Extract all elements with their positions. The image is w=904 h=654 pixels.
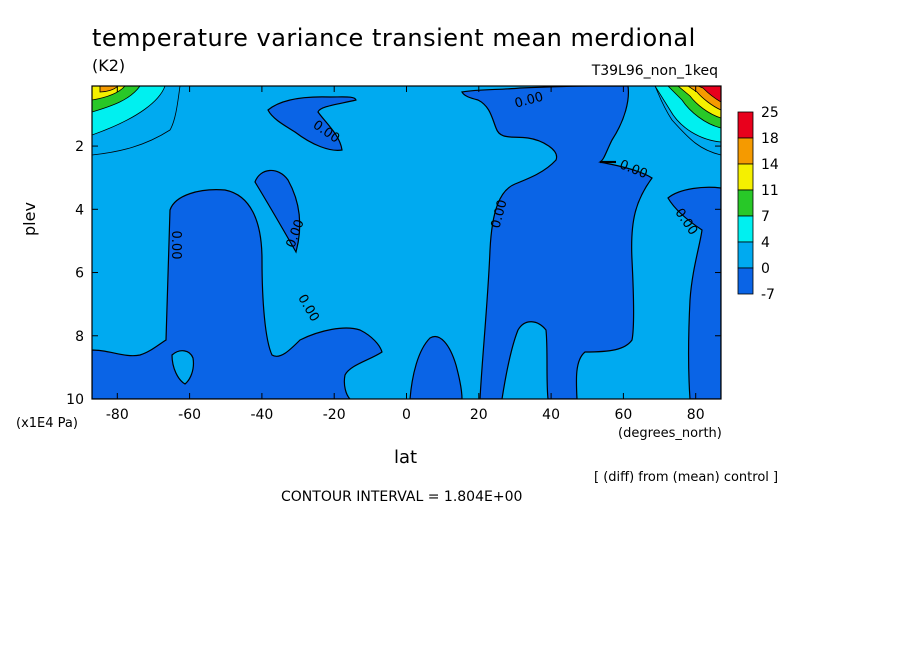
x-tick-label: 40 — [542, 407, 560, 423]
run-name: T39L96_non_1keq — [591, 63, 718, 79]
colorbar: 25 18 14 11 7 4 0 -7 — [737, 105, 779, 303]
x-tick-label: 80 — [687, 407, 705, 423]
x-axis-label: lat — [394, 447, 418, 468]
colorbar-label: -7 — [761, 287, 775, 303]
field-neg-right-edge — [667, 186, 721, 399]
field-neg-right-main — [461, 86, 653, 399]
colorbar-label: 14 — [761, 157, 779, 173]
colorbar-swatch — [737, 163, 754, 191]
y-axis: 2 4 6 8 10 — [66, 139, 721, 408]
diff-note: [ (diff) from (mean) control ] — [594, 470, 779, 485]
contour-label: 0.00 — [489, 198, 511, 230]
colorbar-swatch — [737, 189, 754, 217]
y-tick-label: 4 — [75, 202, 84, 218]
y-tick-label: 10 — [66, 392, 84, 408]
contour-line-right-0 — [654, 86, 721, 156]
colorbar-swatch — [737, 137, 754, 165]
contour-label: 0.00 — [513, 90, 545, 112]
chart-title: temperature variance transient mean merd… — [92, 24, 696, 52]
y-tick-label: 2 — [75, 139, 84, 155]
y-axis-units: (x1E4 Pa) — [16, 416, 78, 431]
colorbar-swatch — [737, 111, 754, 139]
contour-interval: CONTOUR INTERVAL = 1.804E+00 — [281, 489, 523, 505]
contour-line-left-0 — [92, 86, 181, 156]
field-neg-small-island — [171, 350, 195, 385]
field-neg-top-mid — [267, 96, 357, 151]
colorbar-label: 25 — [761, 105, 779, 121]
field-neg-left-bottom — [92, 189, 383, 399]
colorbar-label: 18 — [761, 131, 779, 147]
colorbar-label: 4 — [761, 235, 770, 251]
x-tick-label: 0 — [402, 407, 411, 423]
colorbar-swatch — [737, 267, 754, 295]
x-tick-label: -40 — [250, 407, 273, 423]
field-neg-mid-lens — [254, 169, 301, 254]
colorbar-swatch — [737, 241, 754, 269]
y-tick-label: 6 — [75, 266, 84, 282]
field-neg-center-bottom — [409, 336, 463, 399]
colorbar-label: 0 — [761, 261, 770, 277]
x-tick-label: -80 — [106, 407, 129, 423]
x-axis-units: (degrees_north) — [618, 426, 722, 441]
x-tick-label: -60 — [178, 407, 201, 423]
colorbar-label: 11 — [761, 183, 779, 199]
x-tick-label: 20 — [470, 407, 488, 423]
x-tick-label: 60 — [614, 407, 632, 423]
chart-units: (K2) — [92, 56, 126, 75]
contour-lines — [92, 86, 721, 164]
x-tick-label: -20 — [323, 407, 346, 423]
contour-label: 0.00 — [168, 231, 183, 260]
y-tick-label: 8 — [75, 329, 84, 345]
x-axis: -80 -60 -40 -20 0 20 40 60 80 — [106, 86, 705, 423]
colorbar-swatch — [737, 215, 754, 243]
contour-fields — [92, 86, 721, 399]
colorbar-label: 7 — [761, 209, 770, 225]
